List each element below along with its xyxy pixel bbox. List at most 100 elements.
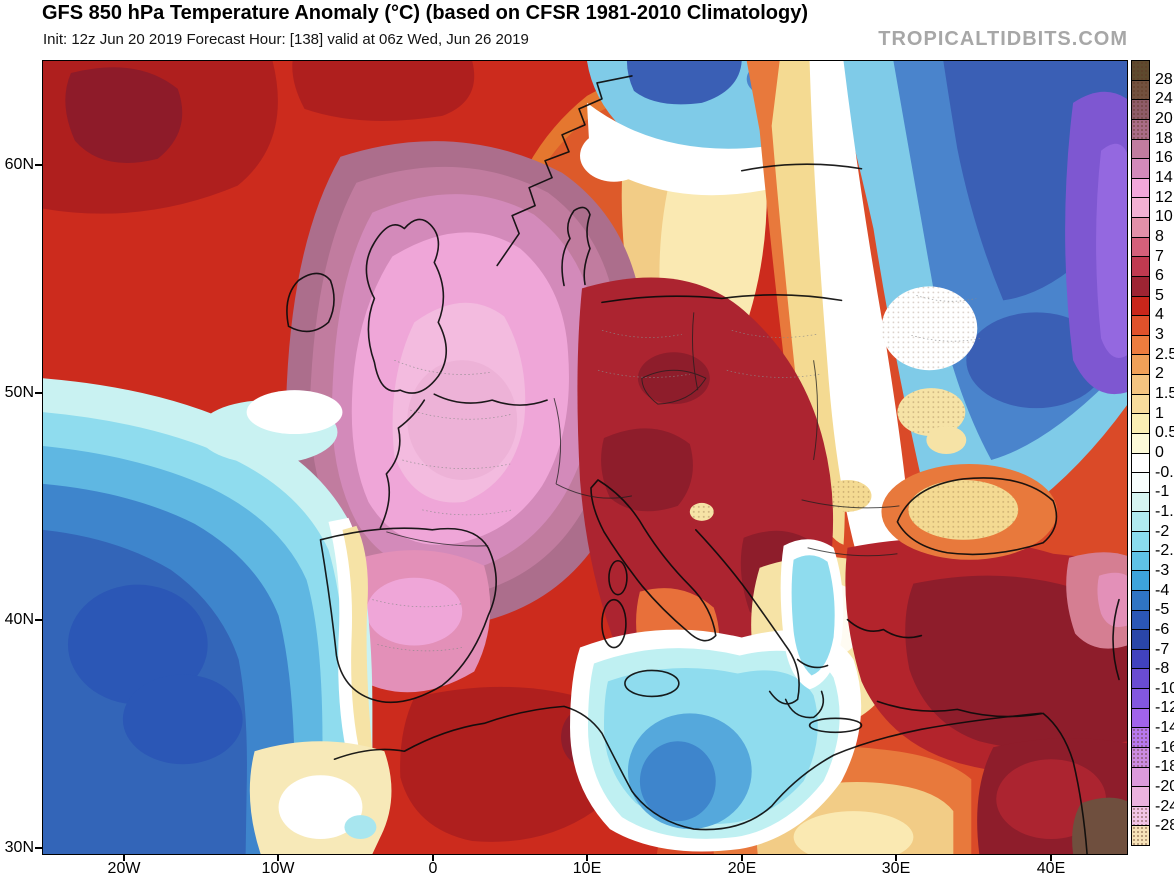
longitude-tick bbox=[277, 855, 279, 861]
longitude-label: 10W bbox=[261, 860, 295, 877]
tropicaltidbits-watermark: TROPICALTIDBITS.COM bbox=[878, 28, 1128, 50]
colorbar-segment bbox=[1132, 158, 1149, 178]
colorbar-segment bbox=[1132, 511, 1149, 531]
latitude-tick bbox=[35, 847, 42, 849]
colorbar-segment bbox=[1132, 766, 1149, 787]
colorbar-tick-label: -4 bbox=[1155, 581, 1170, 599]
colorbar-segment bbox=[1132, 432, 1149, 453]
colorbar-segment bbox=[1132, 79, 1149, 100]
longitude-label: 0 bbox=[428, 860, 438, 877]
latitude-label: 30N bbox=[4, 839, 34, 856]
longitude-label: 20W bbox=[107, 860, 141, 877]
colorbar-segment bbox=[1132, 648, 1149, 669]
page-title: GFS 850 hPa Temperature Anomaly (°C) (ba… bbox=[42, 2, 808, 24]
longitude-tick bbox=[586, 855, 588, 861]
colorbar-tick-label: -16 bbox=[1155, 738, 1174, 756]
colorbar-segment bbox=[1132, 334, 1149, 355]
colorbar-tick-label: -12 bbox=[1155, 699, 1174, 717]
colorbar-tick-label: -7 bbox=[1155, 640, 1170, 658]
colorbar-segment bbox=[1132, 138, 1149, 159]
colorbar-segment bbox=[1132, 236, 1149, 257]
anomaly-map-frame bbox=[42, 60, 1128, 855]
colorbar-tick-label: 8 bbox=[1155, 227, 1164, 245]
colorbar-tick-label: -3 bbox=[1155, 561, 1170, 579]
colorbar-segment bbox=[1132, 589, 1149, 610]
colorbar-segment bbox=[1132, 315, 1149, 335]
colorbar-segment bbox=[1132, 746, 1149, 767]
colorbar-tick-label: 5 bbox=[1155, 286, 1164, 304]
longitude-tick bbox=[741, 855, 743, 861]
country-borders bbox=[386, 312, 900, 557]
colorbar-segment bbox=[1132, 118, 1149, 139]
colorbar-tick-label: 2.5 bbox=[1155, 345, 1174, 363]
latitude-tick bbox=[35, 164, 42, 166]
colorbar-tick-label: -6 bbox=[1155, 620, 1170, 638]
colorbar-tick-label: -28 bbox=[1155, 817, 1174, 835]
colorbar-tick-label: 4 bbox=[1155, 306, 1164, 324]
colorbar-segment bbox=[1132, 786, 1149, 806]
colorbar-segment bbox=[1132, 805, 1149, 826]
colorbar-segment bbox=[1132, 413, 1149, 433]
longitude-tick bbox=[432, 855, 434, 861]
colorbar-tick-label: 1 bbox=[1155, 404, 1164, 422]
colorbar-tick-label: 1.5 bbox=[1155, 385, 1174, 403]
longitude-tick bbox=[123, 855, 125, 861]
colorbar-segment bbox=[1132, 609, 1149, 630]
colorbar-tick-label: 10 bbox=[1155, 208, 1173, 226]
colorbar-segment bbox=[1132, 688, 1149, 708]
middle-east-hot-block bbox=[845, 538, 1127, 854]
colorbar-segment bbox=[1132, 668, 1149, 688]
colorbar-tick-label: 18 bbox=[1155, 129, 1173, 147]
longitude-label: 10E bbox=[572, 860, 602, 877]
colorbar-tick-label: 28 bbox=[1155, 70, 1173, 88]
colorbar-tick-label: 0 bbox=[1155, 444, 1164, 461]
colorbar-tick-label: -5 bbox=[1155, 601, 1170, 619]
colorbar-segment bbox=[1132, 452, 1149, 473]
latitude-tick bbox=[35, 392, 42, 394]
colorbar-segment bbox=[1132, 99, 1149, 119]
longitude-tick bbox=[895, 855, 897, 861]
colorbar bbox=[1131, 60, 1150, 846]
colorbar-segment bbox=[1132, 354, 1149, 374]
colorbar-segment bbox=[1132, 393, 1149, 414]
colorbar-segment bbox=[1132, 217, 1149, 237]
colorbar-tick-label: -24 bbox=[1155, 797, 1174, 815]
longitude-tick bbox=[1050, 855, 1052, 861]
latitude-label: 60N bbox=[4, 156, 34, 173]
colorbar-segment bbox=[1132, 374, 1149, 394]
colorbar-tick-label: 7 bbox=[1155, 247, 1164, 265]
atlantic-cold-pool bbox=[43, 378, 373, 854]
colorbar-segment bbox=[1132, 61, 1149, 80]
colorbar-tick-label: 0.5 bbox=[1155, 424, 1174, 442]
coastlines bbox=[286, 75, 1120, 854]
colorbar-segment bbox=[1132, 825, 1149, 845]
colorbar-tick-label: -1.5 bbox=[1155, 502, 1174, 520]
colorbar-segment bbox=[1132, 531, 1149, 551]
latitude-tick bbox=[35, 619, 42, 621]
colorbar-tick-label: -2 bbox=[1155, 522, 1170, 540]
colorbar-tick-label: 14 bbox=[1155, 168, 1173, 186]
colorbar-tick-label: 24 bbox=[1155, 90, 1173, 108]
colorbar-tick-label: 3 bbox=[1155, 326, 1164, 344]
colorbar-segment bbox=[1132, 177, 1149, 198]
latitude-label: 40N bbox=[4, 611, 34, 628]
colorbar-tick-label: -20 bbox=[1155, 778, 1174, 796]
longitude-label: 40E bbox=[1036, 860, 1066, 877]
mediterranean-cool-pool bbox=[570, 539, 862, 852]
black-sea-patch bbox=[881, 463, 1058, 560]
extreme-warm-plume bbox=[285, 141, 646, 693]
longitude-label: 30E bbox=[881, 860, 911, 877]
colorbar-tick-label: -10 bbox=[1155, 679, 1174, 697]
admin-boundaries bbox=[372, 295, 982, 652]
colorbar-segment bbox=[1132, 472, 1149, 492]
colorbar-segment bbox=[1132, 727, 1149, 747]
latitude-label: 50N bbox=[4, 384, 34, 401]
colorbar-segment bbox=[1132, 491, 1149, 512]
colorbar-tick-label: 6 bbox=[1155, 267, 1164, 285]
colorbar-segment bbox=[1132, 629, 1149, 649]
colorbar-tick-label: -2.5 bbox=[1155, 542, 1174, 560]
colorbar-tick-label: -8 bbox=[1155, 660, 1170, 678]
morocco-coastal-patch bbox=[249, 741, 392, 854]
